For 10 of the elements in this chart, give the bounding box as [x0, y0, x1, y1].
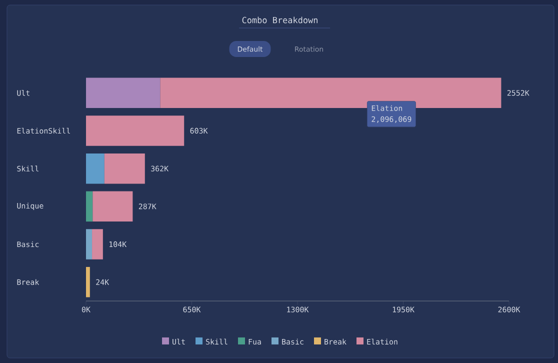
bar	[92, 229, 103, 260]
bar	[86, 191, 93, 222]
bar	[86, 266, 90, 298]
chart-title: Combo Breakdown	[242, 16, 318, 24]
bar	[86, 229, 92, 260]
bar	[92, 191, 133, 222]
bar	[86, 78, 160, 108]
bar	[86, 153, 104, 184]
bar	[104, 153, 145, 184]
bar	[86, 116, 184, 146]
